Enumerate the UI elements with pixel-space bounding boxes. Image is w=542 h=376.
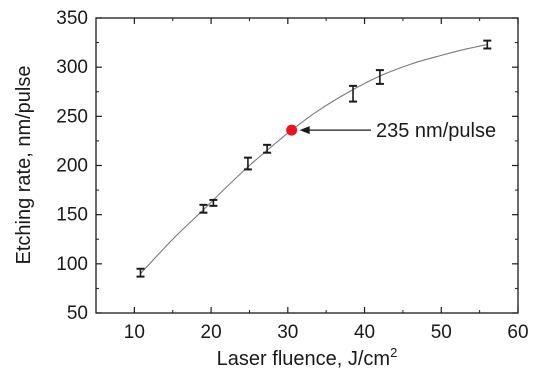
axis-ticks [96,17,519,314]
y-tick-label-0: 50 [67,303,88,324]
highlight-point [286,124,298,136]
data-point-0 [136,267,145,278]
plot-frame [95,17,519,314]
x-tick-label-1: 20 [201,322,222,343]
x-tick-label-5: 60 [507,322,528,343]
y-tick-label-4: 250 [56,106,88,127]
fit-curve [140,44,488,275]
x-axis-label-text: Laser fluence, J/cm [217,348,390,370]
x-tick-label-0: 10 [124,322,145,343]
data-point-7 [483,39,492,50]
x-axis-label-superscript: 2 [390,345,397,360]
x-tick-label-2: 30 [277,322,298,343]
data-point-5 [349,84,358,103]
data-point-1 [199,203,208,214]
x-axis-label: Laser fluence, J/cm2 [217,345,398,370]
y-tick-label-1: 100 [56,254,88,275]
y-axis-label: Etching rate, nm/pulse [13,66,35,265]
data-point-3 [243,156,252,171]
x-tick-label-3: 40 [354,322,375,343]
data-points [136,39,492,278]
x-tick-label-4: 50 [431,322,452,343]
data-point-4 [263,143,272,154]
annotation-arrowhead [299,126,310,135]
y-tick-label-6: 350 [56,8,88,29]
y-tick-label-2: 150 [56,205,88,226]
y-tick-label-3: 200 [56,156,88,177]
data-point-2 [209,198,218,207]
data-point-6 [375,69,384,85]
y-tick-label-5: 300 [56,57,88,78]
tick-labels: 10 20 30 40 50 60 50 100 150 200 250 300 350 [56,8,528,343]
annotation-text: 235 nm/pulse [376,120,496,142]
